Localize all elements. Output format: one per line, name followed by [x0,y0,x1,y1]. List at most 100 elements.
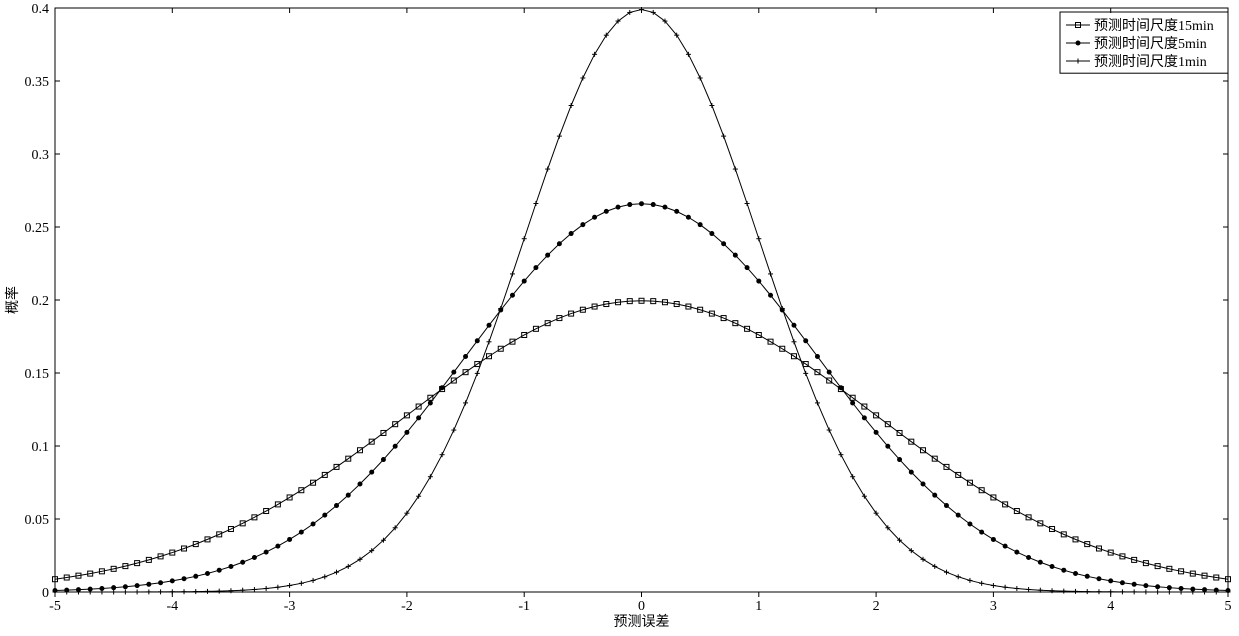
marker-circle [827,370,831,374]
chart-svg: -5-4-3-2-101234500.050.10.150.20.250.30.… [0,0,1239,636]
x-tick-label: 2 [873,599,880,614]
marker-circle [1167,586,1171,590]
marker-circle [323,513,327,517]
marker-circle [405,430,409,434]
marker-circle [874,430,878,434]
marker-circle [1085,574,1089,578]
marker-circle [898,458,902,462]
marker-circle [604,209,608,213]
marker-circle [440,386,444,390]
x-tick-label: 5 [1225,599,1232,614]
marker-circle [1074,571,1078,575]
legend-label: 预测时间尺度15min [1094,18,1214,34]
x-tick-label: 3 [990,599,997,614]
marker-circle [182,577,186,581]
marker-circle [194,574,198,578]
marker-circle [417,416,421,420]
y-tick-label: 0.25 [25,221,50,236]
marker-circle [1062,568,1066,572]
marker-circle [757,279,761,283]
marker-circle [135,584,139,588]
marker-circle [769,293,773,297]
plot-frame [55,8,1228,592]
series-line-s5 [55,204,1228,591]
marker-circle [370,470,374,474]
marker-circle [663,205,667,209]
marker-circle [862,416,866,420]
legend-label: 预测时间尺度5min [1094,36,1207,52]
marker-circle [956,513,960,517]
marker-circle [933,493,937,497]
marker-circle [241,560,245,564]
marker-circle [733,253,737,257]
marker-circle [475,339,479,343]
marker-circle [991,537,995,541]
marker-circle [358,482,362,486]
legend: 预测时间尺度15min预测时间尺度5min预测时间尺度1min [1060,12,1228,73]
x-tick-label: 4 [1107,599,1114,614]
marker-circle [534,266,538,270]
marker-circle [1038,560,1042,564]
marker-circle [393,444,397,448]
y-axis-label: 概率 [4,286,21,314]
x-tick-label: -2 [401,599,413,614]
marker-circle [159,581,163,585]
marker-circle [1076,41,1080,45]
marker-circle [546,253,550,257]
marker-circle [276,544,280,548]
marker-circle [792,323,796,327]
marker-circle [557,242,561,246]
series-line-s15 [55,301,1228,579]
y-tick-label: 0.15 [25,367,50,382]
marker-circle [428,401,432,405]
marker-circle [921,482,925,486]
marker-circle [147,582,151,586]
marker-circle [1120,581,1124,585]
marker-circle [722,242,726,246]
series-s15 [53,298,1231,581]
marker-circle [1027,555,1031,559]
marker-circle [1003,544,1007,548]
marker-circle [980,530,984,534]
y-tick-label: 0.05 [25,513,50,528]
marker-circle [510,293,514,297]
marker-circle [651,203,655,207]
marker-circle [593,215,597,219]
marker-circle [346,493,350,497]
x-axis-label: 预测误差 [614,614,670,630]
marker-circle [569,232,573,236]
marker-circle [1109,579,1113,583]
x-tick-label: 0 [638,599,645,614]
marker-circle [839,386,843,390]
marker-circle [675,209,679,213]
marker-circle [464,354,468,358]
y-tick-label: 0.1 [32,440,50,455]
y-tick-label: 0 [42,586,49,601]
marker-circle [335,504,339,508]
marker-circle [205,571,209,575]
y-tick-label: 0.2 [32,294,50,309]
marker-circle [944,504,948,508]
marker-circle [640,202,644,206]
marker-circle [804,339,808,343]
marker-circle [1144,584,1148,588]
marker-circle [909,470,913,474]
marker-circle [217,568,221,572]
chart-container: -5-4-3-2-101234500.050.10.150.20.250.30.… [0,0,1239,636]
marker-circle [698,223,702,227]
marker-circle [288,537,292,541]
x-tick-label: -3 [284,599,296,614]
marker-circle [686,215,690,219]
y-tick-label: 0.3 [32,148,50,163]
marker-circle [1097,577,1101,581]
marker-circle [851,401,855,405]
marker-circle [229,564,233,568]
marker-circle [1156,585,1160,589]
marker-circle [299,530,303,534]
x-tick-label: -5 [49,599,61,614]
marker-circle [616,205,620,209]
marker-circle [170,579,174,583]
marker-circle [1132,582,1136,586]
series-s5 [53,202,1230,593]
marker-circle [264,550,268,554]
